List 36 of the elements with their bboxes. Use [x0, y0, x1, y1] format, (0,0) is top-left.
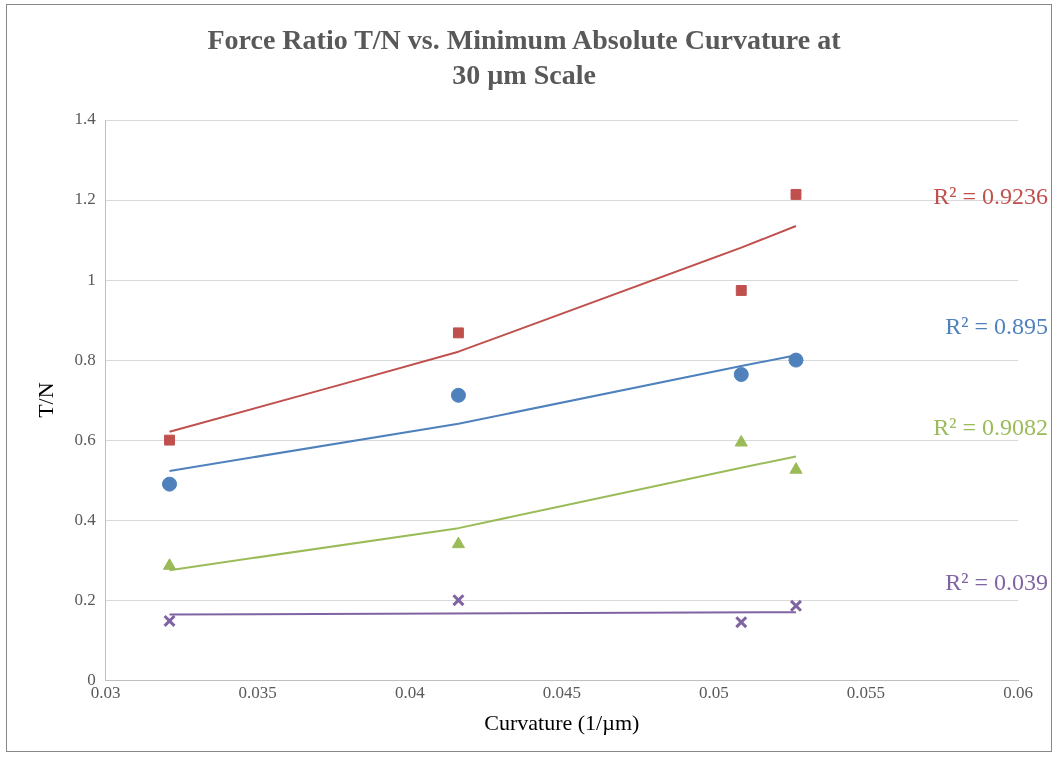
annotation: R² = 0.895 — [945, 312, 1048, 339]
point — [451, 593, 465, 607]
x-tick-label: 0.055 — [846, 682, 886, 702]
chart-title: Force Ratio T/N vs. Minimum Absolute Curvature at 30 µm Scale — [207, 23, 842, 90]
annotation: R² = 0.9236 — [933, 183, 1048, 210]
point — [734, 615, 748, 629]
y-tick-label: 0.8 — [74, 349, 96, 369]
point — [450, 387, 466, 403]
y-tick-label: 0.2 — [74, 589, 96, 609]
point — [734, 435, 748, 447]
x-tick-label: 0.045 — [542, 682, 581, 702]
point — [789, 462, 803, 474]
point — [789, 599, 803, 613]
y-tick-label: 1 — [87, 269, 96, 289]
point — [733, 366, 749, 382]
point — [162, 476, 178, 492]
point — [164, 434, 175, 446]
point — [788, 352, 804, 368]
point — [451, 536, 465, 549]
x-tick-label: 0.05 — [699, 682, 729, 702]
y-tick-label: 0.6 — [74, 429, 96, 449]
point — [790, 188, 802, 200]
annotation: R² = 0.9082 — [933, 413, 1048, 440]
y-tick-label: 1.2 — [74, 189, 96, 209]
y-tick-label: 0.4 — [74, 509, 97, 529]
point — [452, 327, 464, 339]
y-axis-title: T/N — [32, 382, 58, 418]
y-tick-label: 1.4 — [74, 109, 97, 129]
annotation: R² = 0.039 — [945, 569, 1048, 596]
x-tick-label: 0.06 — [1003, 682, 1033, 702]
point — [162, 558, 177, 570]
x-tick-label: 0.04 — [394, 682, 426, 702]
point — [163, 614, 176, 628]
point — [735, 285, 747, 296]
x-tick-label: 0.035 — [238, 682, 277, 702]
x-axis-title: Curvature (1/µm) — [484, 709, 640, 735]
